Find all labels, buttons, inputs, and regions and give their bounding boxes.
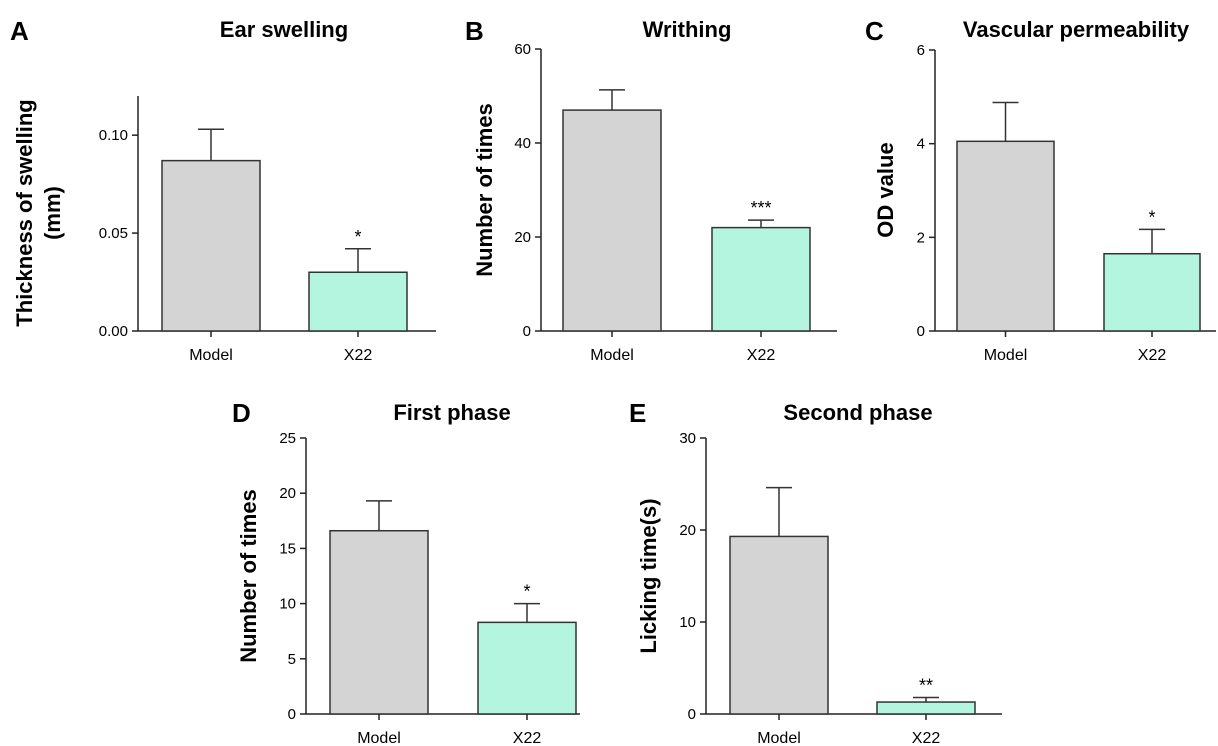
- panel-e: E Second phase Licking time(s) 0 10 20 30 Model…: [629, 398, 1002, 746]
- panel-d-significance-1: *: [523, 582, 530, 602]
- panel-a-ylabel-line-0: Thickness of swelling: [12, 99, 37, 326]
- panel-e-ytick-label-1: 10: [679, 614, 696, 631]
- panel-e-significance-1: **: [919, 675, 933, 695]
- panel-d-ytick-label-2: 10: [279, 596, 296, 613]
- panel-a-bar-model: [161, 159, 261, 332]
- panel-a-title: Ear swelling: [220, 17, 348, 42]
- panel-e-letter: E: [629, 398, 646, 428]
- panel-b-ytick-label-3: 60: [514, 41, 531, 58]
- panel-c: C Vascular permeability OD value 0 2 4 6 Model X…: [865, 16, 1216, 364]
- panel-e-ytick-label-0: 0: [688, 706, 696, 723]
- panel-a-ytick-label-1: 0.05: [99, 225, 128, 242]
- panel-b-ylabel-line-0: Number of times: [472, 103, 497, 277]
- panel-d-bar-x22: [477, 621, 577, 715]
- panel-e-ytick-label-2: 20: [679, 522, 696, 539]
- panel-c-title: Vascular permeability: [963, 17, 1190, 42]
- panel-d-bar-model: [329, 529, 429, 715]
- panel-b-ytick-label-1: 20: [514, 229, 531, 246]
- panel-c-bar-model: [956, 140, 1055, 332]
- panel-a-bar-x22: [308, 271, 408, 332]
- panel-e-bar-x22: [876, 701, 976, 715]
- panel-b-category-label-1: X22: [747, 347, 776, 364]
- panel-c-letter: C: [865, 16, 884, 46]
- panel-b-bar-model: [562, 109, 662, 332]
- panel-a-significance-1: *: [354, 227, 361, 247]
- panel-d-ylabel-line-0: Number of times: [236, 489, 261, 663]
- panel-b-ytick-label-2: 40: [514, 135, 531, 152]
- panel-d-ytick-label-5: 25: [279, 430, 296, 447]
- panel-d-letter: D: [232, 398, 251, 428]
- panel-d: D First phase Number of times 0 5 10 15 20 25 Mod…: [232, 398, 580, 746]
- panel-e-title: Second phase: [783, 400, 932, 425]
- panel-e-ylabel-line-0: Licking time(s): [636, 498, 661, 653]
- panel-c-ytick-label-1: 2: [917, 229, 925, 246]
- panel-d-category-label-0: Model: [357, 730, 401, 746]
- panel-b-letter: B: [465, 16, 484, 46]
- panel-b-category-label-0: Model: [590, 347, 634, 364]
- panel-c-category-label-1: X22: [1138, 347, 1167, 364]
- panel-e-category-label-0: Model: [757, 730, 801, 746]
- panel-d-title: First phase: [393, 400, 510, 425]
- panel-c-ytick-label-2: 4: [917, 136, 925, 153]
- panel-b-title: Writhing: [643, 17, 732, 42]
- panel-b-ytick-label-0: 0: [523, 323, 531, 340]
- panel-a: A Ear swelling Thickness of swelling (mm) 0.…: [10, 16, 436, 364]
- panel-a-category-label-0: Model: [189, 347, 233, 364]
- panel-d-ytick-label-1: 5: [288, 651, 296, 668]
- panel-b: B Writhing Number of times 0 20 40 60 Model X22 *…: [465, 16, 837, 364]
- panel-a-letter: A: [10, 16, 29, 46]
- panel-e-category-label-1: X22: [912, 730, 941, 746]
- panel-b-significance-1: ***: [750, 198, 771, 218]
- panel-e-ytick-label-3: 30: [679, 430, 696, 447]
- panel-d-ytick-label-0: 0: [288, 706, 296, 723]
- panel-e-bar-model: [729, 535, 829, 715]
- panel-c-ytick-label-3: 6: [917, 42, 925, 59]
- panel-d-category-label-1: X22: [513, 730, 542, 746]
- panel-c-ylabel-line-0: OD value: [873, 142, 898, 237]
- panel-a-ytick-label-2: 0.10: [99, 127, 128, 144]
- panel-a-ytick-label-0: 0.00: [99, 323, 128, 340]
- panel-c-ytick-label-0: 0: [917, 323, 925, 340]
- panel-d-ytick-label-4: 20: [279, 485, 296, 502]
- panel-a-ylabel-line-1: (mm): [40, 186, 65, 240]
- panel-c-category-label-0: Model: [984, 347, 1028, 364]
- panel-d-ytick-label-3: 15: [279, 540, 296, 557]
- panel-c-significance-1: *: [1148, 207, 1155, 227]
- panel-b-bar-x22: [711, 226, 811, 332]
- panel-c-bar-x22: [1103, 252, 1201, 332]
- panel-a-category-label-1: X22: [344, 347, 373, 364]
